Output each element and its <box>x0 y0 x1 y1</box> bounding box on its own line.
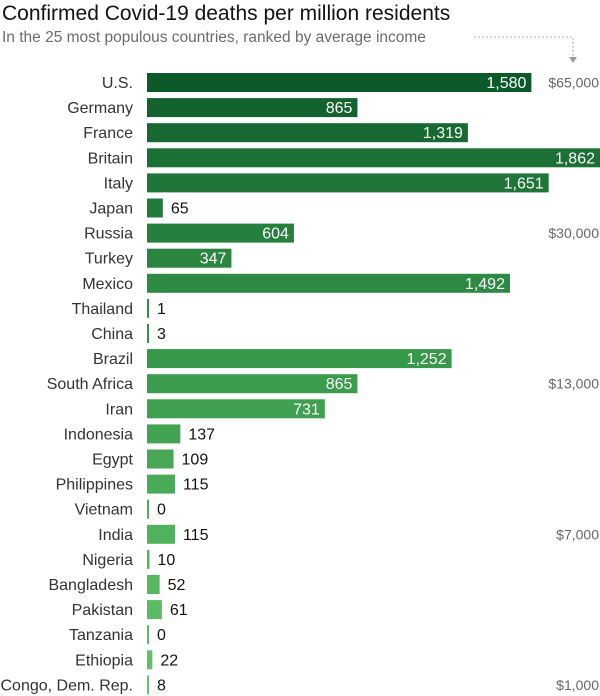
bar <box>147 148 600 168</box>
data-label: 1,862 <box>555 150 595 167</box>
data-label: 137 <box>188 426 215 443</box>
bar <box>147 499 149 519</box>
data-label: 1,319 <box>423 125 463 142</box>
category-label: Britain <box>88 150 133 167</box>
data-label: 604 <box>262 226 289 243</box>
bar <box>147 73 532 92</box>
bar <box>147 650 153 670</box>
data-label: 115 <box>183 527 209 544</box>
data-label: 115 <box>183 477 209 494</box>
category-label: France <box>83 125 133 142</box>
subtitle-leader-line <box>474 36 574 58</box>
category-label: Brazil <box>93 351 133 368</box>
category-label: Tanzania <box>69 627 133 644</box>
category-label: Vietnam <box>75 502 133 519</box>
category-label: Japan <box>89 201 133 218</box>
bar <box>147 198 163 218</box>
income-annotation: $1,000 <box>556 677 599 693</box>
category-label: Nigeria <box>82 552 133 569</box>
bar <box>147 248 232 268</box>
bar <box>147 98 358 118</box>
bar <box>147 449 174 469</box>
data-label: 1,492 <box>465 276 505 293</box>
category-label: Ethiopia <box>75 652 133 669</box>
bar <box>147 424 181 444</box>
data-label: 347 <box>200 251 227 268</box>
data-label: 8 <box>157 677 166 694</box>
bar <box>147 223 294 243</box>
bar <box>147 575 160 594</box>
data-label: 1,651 <box>504 175 544 192</box>
bar <box>147 374 358 394</box>
data-label: 22 <box>160 652 178 669</box>
income-annotation: $7,000 <box>556 526 599 542</box>
bar <box>147 173 549 193</box>
bar <box>147 399 325 419</box>
category-label: U.S. <box>102 75 133 92</box>
bar <box>147 675 149 695</box>
category-label: China <box>91 326 133 343</box>
category-label: Philippines <box>56 477 133 494</box>
category-label: Congo, Dem. Rep. <box>0 677 133 694</box>
chart-title: Confirmed Covid-19 deaths per million re… <box>2 2 450 25</box>
category-label: Indonesia <box>64 426 133 443</box>
data-label: 1 <box>157 301 166 318</box>
bar <box>147 474 175 494</box>
income-annotation: $65,000 <box>548 75 599 91</box>
data-label: 52 <box>168 577 186 594</box>
data-label: 865 <box>326 100 353 117</box>
chart-subtitle: In the 25 most populous countries, ranke… <box>2 29 426 46</box>
bar <box>147 298 149 318</box>
data-label: 3 <box>157 326 166 343</box>
data-label: 109 <box>182 452 209 469</box>
income-annotation: $13,000 <box>548 376 599 392</box>
bar <box>147 549 150 569</box>
category-label: Pakistan <box>72 602 133 619</box>
bar <box>147 524 175 544</box>
bar <box>147 324 149 343</box>
data-label: 0 <box>157 627 166 644</box>
data-label: 1,252 <box>407 351 447 368</box>
data-label: 1,580 <box>486 75 526 92</box>
category-label: Mexico <box>82 276 133 293</box>
category-label: Italy <box>104 175 133 192</box>
category-label: Russia <box>84 226 133 243</box>
category-label: Germany <box>67 100 133 117</box>
category-label: Egypt <box>92 452 133 469</box>
bar <box>147 625 149 645</box>
category-label: Bangladesh <box>48 577 133 594</box>
data-label: 61 <box>170 602 188 619</box>
category-label: Thailand <box>72 301 133 318</box>
bar <box>147 349 452 369</box>
subtitle-leader-arrowhead <box>569 57 577 63</box>
category-label: South Africa <box>47 376 133 393</box>
income-annotation: $30,000 <box>548 225 599 241</box>
bar <box>147 123 468 143</box>
data-label: 10 <box>157 552 175 569</box>
data-label: 65 <box>171 201 189 218</box>
bar <box>147 600 162 620</box>
category-label: India <box>98 527 133 544</box>
data-label: 865 <box>326 376 353 393</box>
category-label: Turkey <box>85 251 133 268</box>
data-label: 731 <box>293 401 320 418</box>
category-label: Iran <box>105 401 133 418</box>
data-label: 0 <box>157 502 166 519</box>
bar <box>147 273 510 293</box>
